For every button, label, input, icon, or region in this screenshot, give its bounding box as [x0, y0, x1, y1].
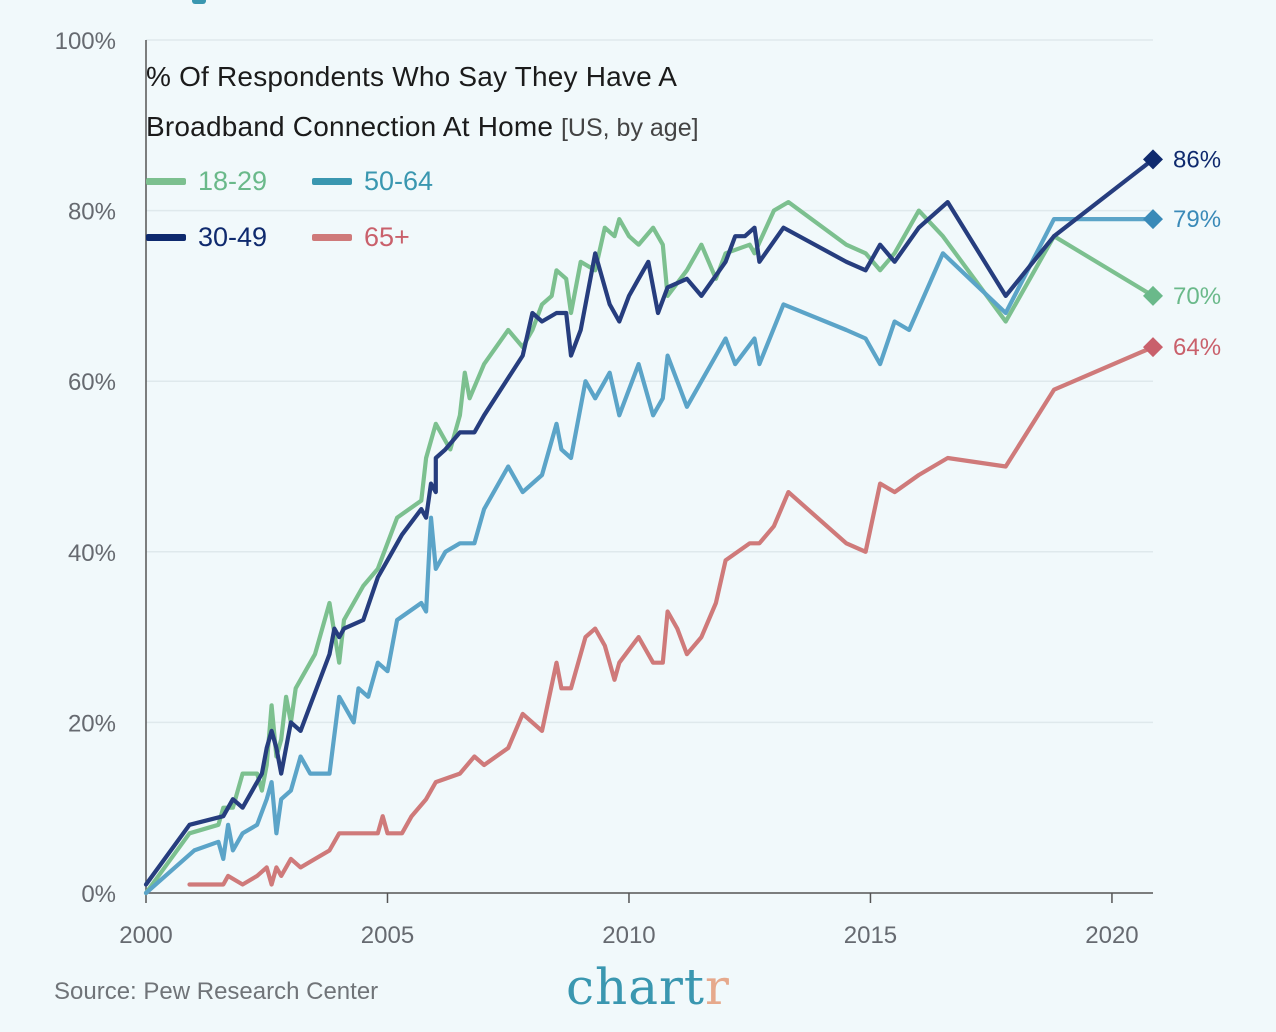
x-tick-label-2020: 2020: [1085, 922, 1138, 949]
cropped-header-fragment: [192, 0, 206, 4]
legend-swatch-30-49: [146, 234, 186, 241]
chart-title-line2: Broadband Connection At Home: [146, 111, 554, 142]
y-tick-label-20: 20%: [68, 710, 116, 737]
legend-item-65plus: 65+: [312, 222, 410, 253]
chart-title-block: % Of Respondents Who Say They Have A Bro…: [146, 52, 699, 153]
chart-subtitle: [US, by age]: [560, 114, 699, 142]
legend-item-50-64: 50-64: [312, 166, 433, 197]
x-tick-label-2000: 2000: [119, 922, 172, 949]
legend-label-50-64: 50-64: [364, 166, 434, 196]
logo-main: chart: [566, 958, 706, 1016]
logo-accent: r: [705, 958, 730, 1016]
chart-title-line1: % Of Respondents Who Say They Have A: [146, 61, 678, 92]
x-tick-label-2005: 2005: [361, 922, 414, 949]
y-tick-label-100: 100%: [55, 28, 116, 55]
y-tick-label-40: 40%: [68, 540, 116, 567]
y-tick-label-60: 60%: [68, 369, 116, 396]
legend-swatch-18-29: [146, 178, 186, 185]
end-label-50-64: 79%: [1173, 206, 1221, 233]
legend-swatch-65plus: [312, 234, 352, 241]
legend-label-30-49: 30-49: [198, 222, 268, 252]
source-note: Source: Pew Research Center: [54, 978, 379, 1005]
legend-swatch-50-64: [312, 178, 352, 185]
series-line-50-64: [143, 217, 1156, 896]
end-label-18-29: 70%: [1173, 283, 1221, 310]
end-marker-50-64: [1143, 209, 1163, 230]
legend-label-18-29: 18-29: [198, 166, 268, 196]
end-marker-65plus: [1143, 337, 1163, 358]
legend-item-30-49: 30-49: [146, 222, 267, 253]
y-tick-label-80: 80%: [68, 199, 116, 226]
x-tick-label-2010: 2010: [602, 922, 655, 949]
end-marker-18-29: [1143, 285, 1163, 306]
end-label-30-49: 86%: [1173, 146, 1221, 173]
series-line-30-49: [143, 157, 1156, 887]
chartr-logo: chartr: [566, 958, 730, 1016]
series-line-65plus: [187, 345, 1156, 887]
chart-title-line2-row: Broadband Connection At Home [US, by age…: [146, 102, 699, 153]
legend-label-65plus: 65+: [364, 222, 410, 252]
legend-item-18-29: 18-29: [146, 166, 267, 197]
x-tick-label-2015: 2015: [844, 922, 897, 949]
end-label-65plus: 64%: [1173, 334, 1221, 361]
y-tick-label-0: 0%: [81, 881, 116, 908]
end-marker-30-49: [1143, 149, 1163, 170]
series-line-18-29: [143, 200, 1156, 896]
